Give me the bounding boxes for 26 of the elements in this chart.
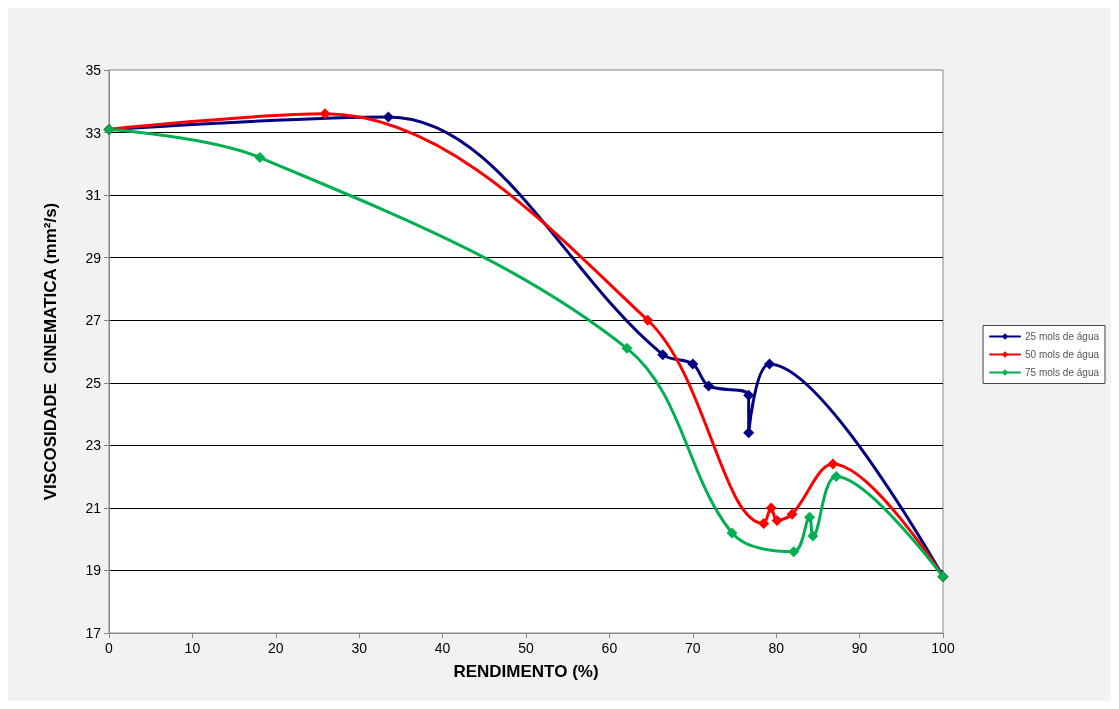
- y-tick-label: 27: [85, 312, 102, 329]
- x-tick-label: 60: [601, 640, 618, 656]
- y-tick-label: 31: [85, 187, 102, 204]
- y-tick-label: 29: [85, 249, 102, 266]
- y-tick-label: 19: [85, 562, 102, 579]
- x-tick-label: 40: [434, 640, 451, 656]
- x-tick-label: 70: [685, 640, 701, 656]
- x-tick-label: 0: [105, 640, 114, 656]
- y-tick-label: 25: [85, 374, 102, 391]
- y-tick-label: 35: [85, 62, 102, 78]
- x-axis-title: RENDIMENTO (%): [453, 662, 599, 681]
- x-tick-label: 30: [351, 640, 368, 656]
- y-tick-label: 33: [85, 124, 102, 141]
- x-tick-label: 100: [931, 640, 955, 656]
- x-tick-label: 10: [184, 640, 201, 656]
- x-tick-label: 50: [518, 640, 534, 656]
- x-tick-label: 80: [768, 640, 785, 656]
- legend-label: 75 mols de água: [1025, 367, 1100, 378]
- legend-label: 50 mols de água: [1025, 349, 1100, 360]
- legend-label: 25 mols de água: [1025, 331, 1100, 342]
- x-tick-label: 90: [851, 640, 868, 656]
- y-tick-label: 23: [85, 437, 102, 454]
- y-axis-title: VISCOSIDADE CINEMATICA (mm²/s): [41, 202, 60, 501]
- y-tick-label: 21: [85, 499, 102, 516]
- x-tick-label: 20: [268, 640, 284, 656]
- y-tick-label: 17: [85, 625, 102, 641]
